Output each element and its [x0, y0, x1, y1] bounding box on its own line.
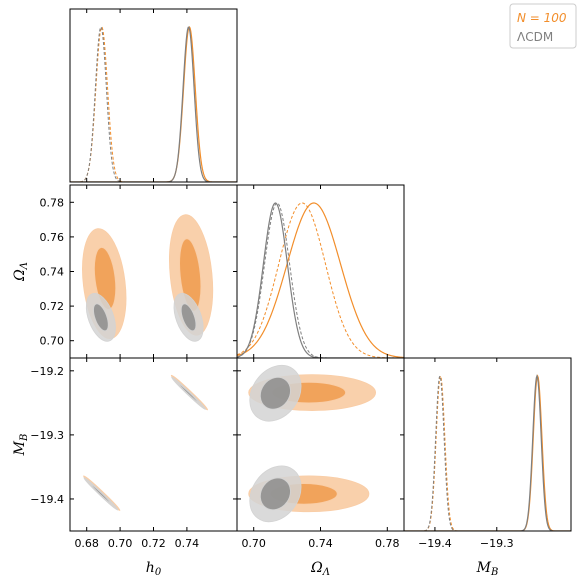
xtick-label-h0-0: 0.68	[74, 537, 99, 550]
marginal-curve-MB-3	[404, 374, 571, 531]
contour-omega_MB-6	[259, 376, 291, 410]
marginal-curve-MB-2	[404, 374, 571, 531]
xtick-label-h0-3: 0.74	[175, 537, 200, 550]
ytick-label-omega-1: 0.72	[40, 300, 65, 313]
ytick-label-MB-0: −19.4	[30, 493, 64, 506]
y-axis-label-mb-subscript: B	[19, 434, 30, 442]
xtick-label-omega-2: 0.78	[375, 537, 400, 550]
xtick-label-omega-1: 0.74	[308, 537, 333, 550]
y-axis-label-omega-symbol: Ω	[12, 269, 28, 282]
contours-h0_MB	[83, 374, 209, 511]
ytick-label-omega-2: 0.74	[40, 266, 65, 279]
marginal-curve-omega-0	[237, 202, 404, 358]
x-axis-label-mb-subscript: B	[490, 567, 498, 578]
ytick-label-omega-4: 0.78	[40, 196, 65, 209]
x-axis-label-mb-symbol: M	[476, 560, 492, 576]
xtick-label-MB-1: −19.3	[480, 537, 514, 550]
marginal-omega	[237, 202, 404, 358]
contour-h0_omega-7	[180, 303, 197, 332]
y-axis-label-omega-subscript: Λ	[19, 262, 30, 270]
x-axis-label-mb: MB	[476, 560, 499, 578]
marginal-curve-h0-0	[70, 26, 237, 182]
marginal-curve-omega-2	[237, 202, 404, 358]
xtick-label-h0-2: 0.72	[141, 537, 166, 550]
ytick-label-MB-2: −19.2	[30, 365, 64, 378]
ytick-label-omega-0: 0.70	[40, 335, 65, 348]
legend-entry-lcdm: ΛCDM	[517, 30, 553, 44]
contours-omega_MB	[248, 364, 377, 523]
ytick-label-omega-3: 0.76	[40, 231, 65, 244]
contour-h0_MB-6	[90, 484, 111, 504]
panel-frame-h0_MB	[69, 357, 238, 532]
contour-omega_MB-7	[259, 477, 291, 511]
y-axis-label-omega: ΩΛ	[12, 262, 30, 282]
marginal-curve-h0-1	[70, 26, 237, 182]
x-axis-label-h0: h0	[146, 560, 162, 578]
xtick-label-MB-0: −19.4	[418, 537, 452, 550]
legend-entry-n100: N = 100	[517, 11, 567, 25]
marginal-curve-MB-1	[404, 374, 571, 531]
y-axis-label-mb-symbol: M	[12, 440, 28, 456]
x-axis-label-omega: ΩΛ	[310, 560, 330, 578]
marginal-MB	[404, 374, 571, 531]
x-axis-label-h0-subscript: 0	[155, 567, 162, 578]
panels-layer: 0.68 0.70 0.72 0.74 0.70 0.74 0.78 −19.4 −19.3 0.…	[12, 8, 572, 578]
x-axis-label-omega-subscript: Λ	[322, 567, 330, 578]
contour-h0_MB-7	[178, 383, 199, 403]
ytick-label-MB-1: −19.3	[30, 429, 64, 442]
y-axis-label-mb: MB	[12, 434, 30, 457]
marginal-h0	[70, 25, 237, 182]
xtick-label-h0-1: 0.70	[108, 537, 133, 550]
x-axis-label-omega-symbol: Ω	[310, 560, 323, 576]
contours-h0_omega	[82, 214, 214, 342]
contour-h0_omega-6	[93, 303, 109, 332]
x-axis-label-h0-symbol: h	[146, 560, 155, 576]
legend: N = 100 ΛCDM	[509, 3, 577, 49]
legend-frame	[509, 3, 577, 49]
xtick-label-omega-0: 0.70	[241, 537, 266, 550]
